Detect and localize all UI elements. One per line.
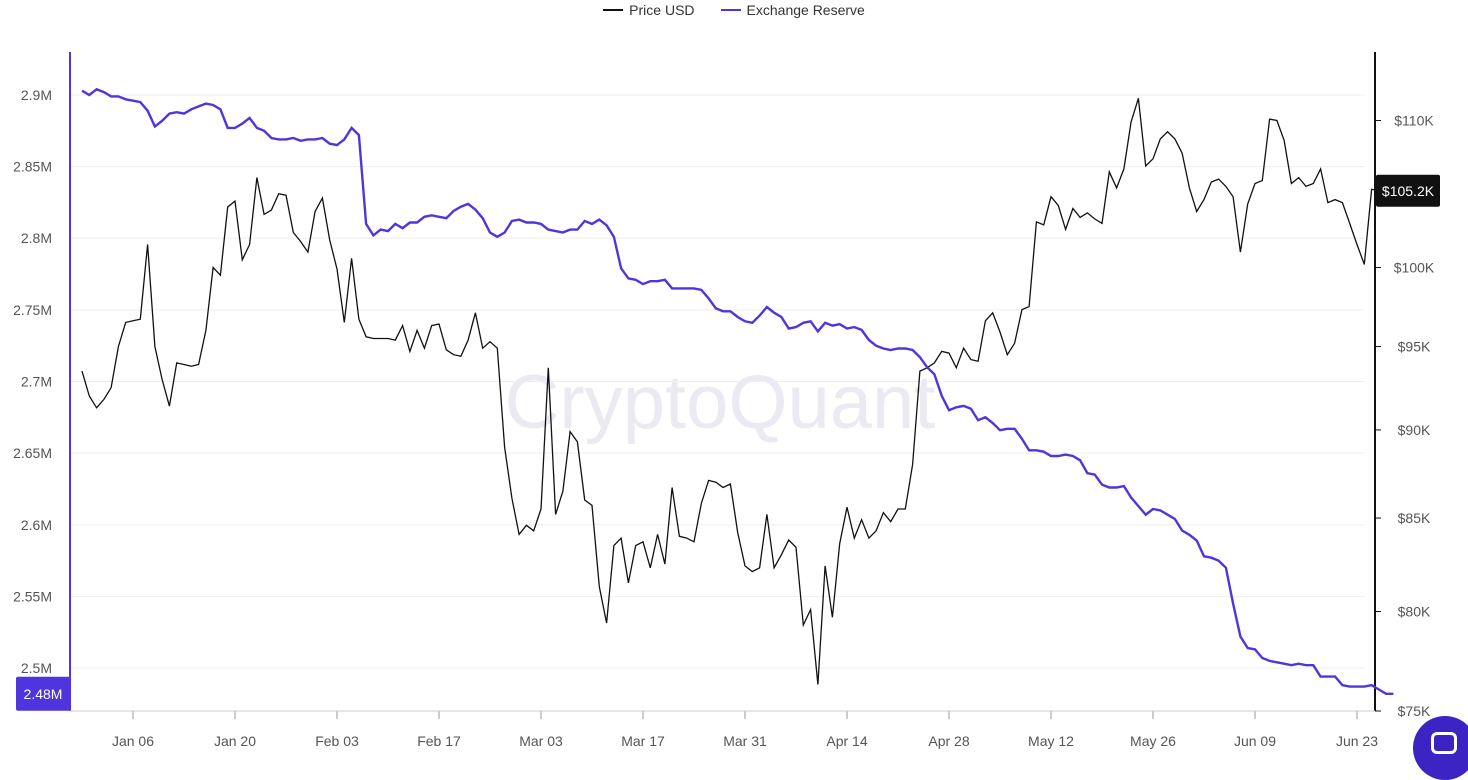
left-tick-label: 2.65M: [13, 445, 52, 461]
legend-swatch-reserve: [720, 9, 741, 11]
chat-bubble-icon: [1431, 732, 1457, 754]
legend-item-price[interactable]: Price USD: [603, 2, 695, 18]
right-tick-label: $75K: [1398, 703, 1431, 719]
right-tick-label: $100K: [1394, 259, 1435, 275]
reserve-badge-background: [16, 676, 70, 711]
x-axis-ticks: Jan 06 Jan 20 Feb 03 Feb 17 Mar 03 Mar 17 Mar …: [112, 711, 1378, 749]
chat-button[interactable]: [1413, 716, 1468, 780]
right-axis-ticks: $75K $80K $85K $90K $95K $100K $110K: [1375, 113, 1435, 719]
x-tick-label: Feb 17: [417, 733, 461, 749]
x-tick-label: May 12: [1028, 733, 1074, 749]
left-tick-label: 2.8M: [21, 230, 52, 246]
chart-legend: Price USD Exchange Reserve: [0, 2, 1468, 18]
x-tick-label: Apr 28: [928, 733, 969, 749]
left-tick-label: 2.9M: [21, 87, 52, 103]
right-tick-label: $110K: [1394, 113, 1434, 129]
left-axis-ticks: 2.5M 2.55M 2.6M 2.65M 2.7M 2.75M 2.8M 2.85M 2.9M: [13, 87, 52, 676]
x-tick-label: Jun 23: [1336, 733, 1378, 749]
left-tick-label: 2.5M: [21, 660, 52, 676]
x-tick-label: Jan 20: [214, 733, 256, 749]
right-tick-label: $85K: [1398, 510, 1431, 526]
left-tick-label: 2.6M: [21, 517, 52, 533]
price-badge-value: $105.2K: [1382, 183, 1435, 199]
right-tick-label: $90K: [1398, 422, 1431, 438]
left-tick-label: 2.55M: [13, 588, 52, 604]
x-tick-label: Feb 03: [315, 733, 359, 749]
watermark: CryptoQuant: [505, 360, 936, 445]
legend-swatch-price: [603, 9, 624, 11]
x-tick-label: Mar 17: [621, 733, 665, 749]
legend-label-reserve: Exchange Reserve: [746, 2, 865, 18]
x-tick-label: May 26: [1130, 733, 1176, 749]
reserve-badge-value: 2.48M: [24, 686, 63, 702]
right-tick-label: $80K: [1398, 603, 1431, 619]
x-tick-label: Apr 14: [826, 733, 867, 749]
left-tick-label: 2.85M: [13, 159, 52, 175]
legend-label-price: Price USD: [629, 2, 695, 18]
reserve-current-badge: 2.48M: [16, 676, 70, 711]
series-line-reserve[interactable]: [81, 87, 1394, 695]
x-tick-label: Jan 06: [112, 733, 154, 749]
x-tick-label: Mar 03: [519, 733, 563, 749]
gridlines: [70, 94, 1365, 669]
legend-item-reserve[interactable]: Exchange Reserve: [720, 2, 865, 18]
series-line-price[interactable]: [81, 98, 1380, 685]
price-badge-background: [1376, 174, 1440, 207]
left-tick-label: 2.75M: [13, 302, 52, 318]
price-current-badge: $105.2K: [1376, 174, 1440, 207]
x-tick-label: Mar 31: [723, 733, 767, 749]
x-tick-label: Jun 09: [1234, 733, 1276, 749]
right-tick-label: $95K: [1398, 339, 1431, 355]
left-tick-label: 2.7M: [21, 374, 52, 390]
